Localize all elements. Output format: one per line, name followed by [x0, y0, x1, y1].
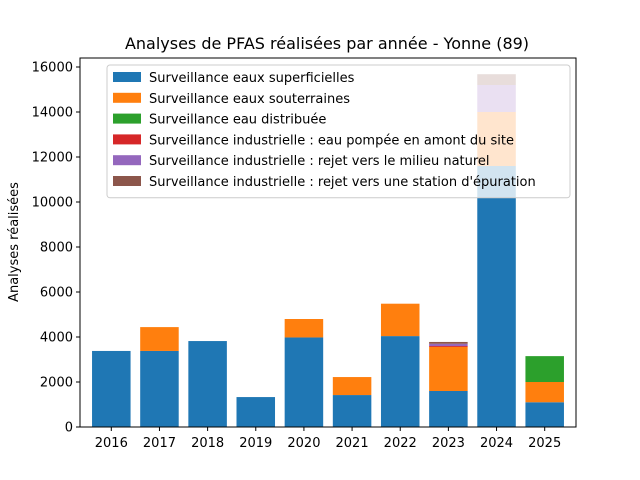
legend: Surveillance eaux superficielles Surveill…: [106, 64, 571, 199]
bar-segment: [140, 350, 179, 427]
x-tick-label: 2023: [432, 436, 465, 451]
legend-label: Surveillance industrielle : rejet vers l…: [149, 154, 490, 169]
bar-segment: [332, 395, 372, 427]
plot-area: [92, 74, 564, 427]
x-tick-label: 2025: [528, 436, 561, 451]
y-tick-label: 0: [65, 421, 73, 436]
bar-segment: [429, 391, 468, 427]
bar-segment: [140, 327, 179, 351]
x-tick-label: 2020: [287, 436, 320, 451]
legend-label: Surveillance industrielle : rejet vers u…: [149, 175, 536, 190]
x-tick-label: 2024: [480, 436, 513, 451]
chart-title: Analyses de PFAS réalisées par année - Y…: [125, 34, 529, 53]
legend-swatch: [113, 72, 141, 82]
axes: 0 2000 4000 6000 8000 10000 12000 14000 16000 201…: [32, 57, 577, 451]
bar-segment: [429, 346, 468, 347]
y-tick-label: 6000: [40, 286, 73, 301]
bar-segment: [236, 397, 276, 427]
y-axis-label: Analyses réalisées: [7, 182, 22, 302]
legend-label: Surveillance eaux souterraines: [149, 92, 350, 107]
bar-segment: [380, 336, 420, 427]
legend-swatch: [113, 134, 141, 145]
bar-segment: [525, 382, 564, 403]
bar-segment: [332, 377, 372, 396]
legend-swatch: [113, 92, 141, 103]
x-tick-label: 2018: [191, 436, 224, 451]
bar-segment: [429, 341, 468, 344]
x-tick-label: 2016: [95, 436, 128, 451]
bar-segment: [525, 356, 564, 383]
bar-segment: [284, 319, 324, 338]
bar-segment: [92, 350, 131, 427]
legend-box: [106, 64, 571, 199]
y-tick-label: 4000: [40, 331, 73, 346]
x-tick-label: 2017: [143, 436, 176, 451]
bar-segment: [380, 303, 420, 337]
bar-segment: [477, 166, 516, 427]
bar-segment: [284, 337, 324, 427]
legend-swatch: [113, 113, 141, 124]
x-tick-label: 2021: [336, 436, 369, 451]
legend-label: Surveillance eau distribuée: [149, 113, 326, 128]
x-tick-label: 2019: [239, 436, 272, 451]
plot-frame: [79, 57, 577, 428]
legend-swatch: [113, 176, 141, 186]
bar-segment: [429, 343, 468, 346]
bar-segment: [188, 341, 227, 427]
y-tick-label: 14000: [32, 106, 73, 121]
legend-label: Surveillance eaux superficielles: [149, 71, 355, 86]
bar-segment: [429, 346, 468, 391]
y-tick-label: 12000: [32, 151, 73, 166]
y-tick-label: 10000: [32, 196, 73, 211]
y-tick-label: 8000: [40, 241, 73, 256]
y-tick-label: 16000: [32, 61, 73, 76]
bar-segment: [525, 402, 564, 427]
legend-label: Surveillance industrielle : eau pompée e…: [149, 133, 514, 148]
x-tick-label: 2022: [384, 436, 417, 451]
legend-swatch: [113, 155, 141, 166]
y-tick-label: 2000: [40, 376, 73, 391]
